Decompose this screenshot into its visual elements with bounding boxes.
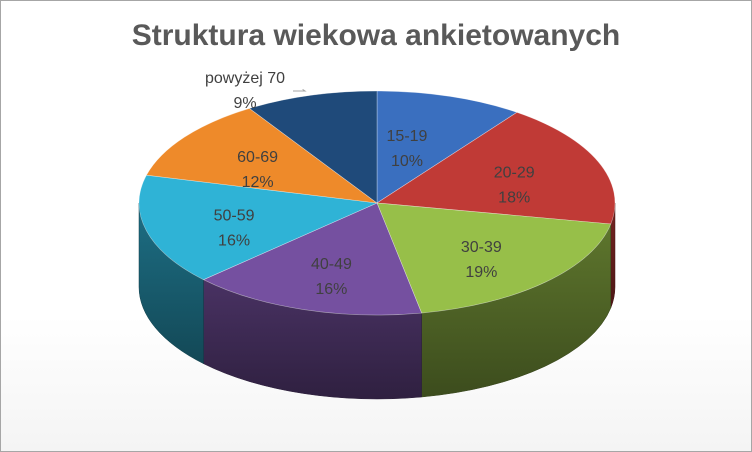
leader-line	[293, 89, 307, 92]
label-20-29: 20-29	[494, 164, 535, 181]
value-label-15-19: 10%	[391, 153, 423, 170]
value-label-20-29: 18%	[498, 189, 530, 206]
pie-slice-60-69	[146, 108, 379, 204]
pie-slice-15-19	[376, 90, 518, 204]
value-label-30-39: 19%	[465, 264, 497, 281]
pie-tops	[138, 90, 616, 316]
label-60-69: 60-69	[237, 149, 278, 166]
chart-title: Struktura wiekowa ankietowanych	[131, 19, 621, 52]
pie-slice-50-59	[138, 174, 379, 281]
label-50-59: 50-59	[214, 207, 255, 224]
value-label-40-49: 16%	[315, 281, 347, 298]
label-40-49: 40-49	[311, 256, 352, 273]
value-label-powyżej-70: 9%	[233, 95, 256, 112]
value-label-50-59: 16%	[218, 232, 250, 249]
pie-slice-40-49	[202, 202, 423, 316]
pie-slice-powyżej-70	[248, 90, 378, 204]
pie-labels: 15-19 10% 20-29 18% 30-39 19% 40-49 16% 50-59 16%…	[205, 70, 535, 298]
label-30-39: 30-39	[461, 239, 502, 256]
label-powyżej-70: powyżej 70	[205, 70, 285, 87]
pie-slice-20-29	[376, 112, 616, 225]
pie-slice-30-39	[376, 202, 612, 314]
value-label-60-69: 12%	[242, 174, 274, 191]
label-15-19: 15-19	[387, 128, 428, 145]
